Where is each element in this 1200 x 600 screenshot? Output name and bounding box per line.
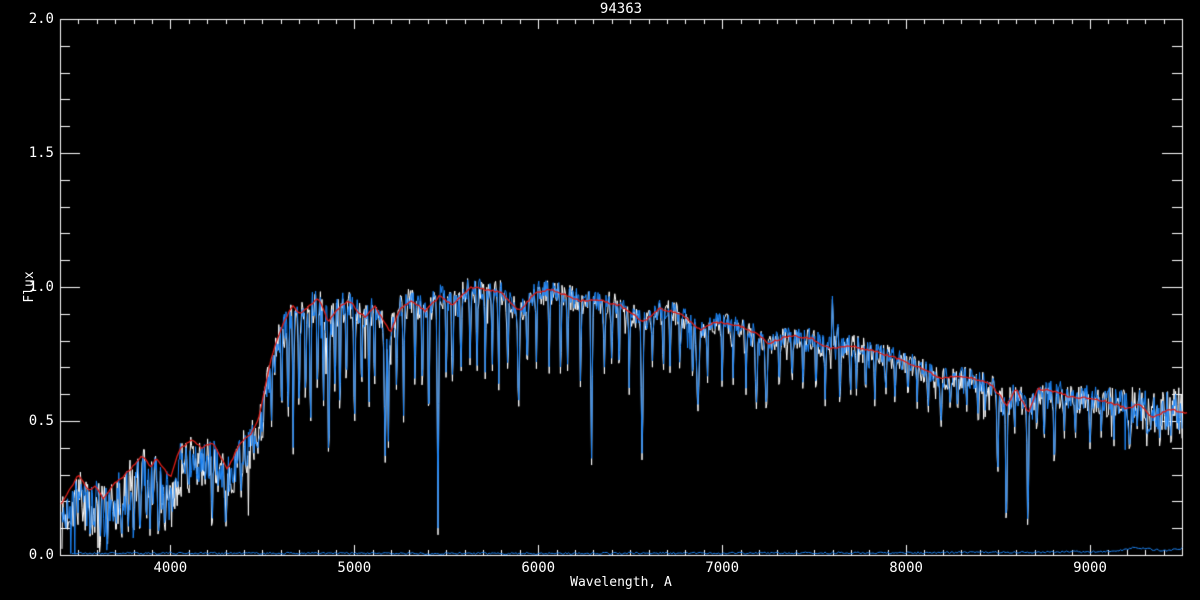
- x-axis-tick-label: 9000: [1073, 560, 1107, 576]
- x-axis-tick-label: 5000: [337, 560, 372, 576]
- x-axis-tick-label: 7000: [705, 560, 740, 576]
- y-axis-tick-label: 1.5: [28, 145, 54, 161]
- x-axis-tick-label: 8000: [889, 560, 923, 576]
- y-axis-tick-label: 1.0: [28, 279, 54, 295]
- y-axis-tick-label: 0.0: [28, 547, 54, 563]
- x-axis-tick-label: 6000: [521, 560, 556, 576]
- y-axis-tick-label: 0.5: [28, 413, 54, 429]
- x-axis-tick-label: 4000: [153, 560, 188, 576]
- plot-title: 94363: [599, 1, 643, 17]
- x-axis-label: Wavelength, A: [570, 575, 672, 590]
- y-axis-tick-label: 2.0: [28, 11, 54, 27]
